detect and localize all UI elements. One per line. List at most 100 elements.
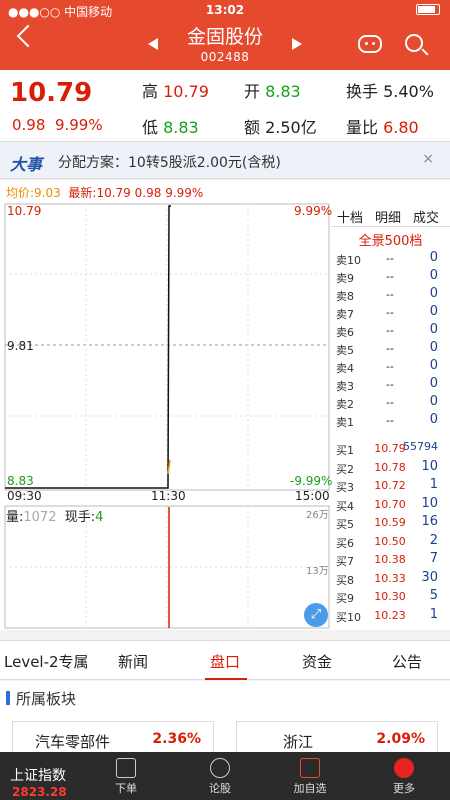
tab-notice[interactable]: 公告 xyxy=(392,653,423,671)
ask-row[interactable]: 卖4 -- 0 xyxy=(331,358,450,376)
bid-level: 买8 xyxy=(336,573,354,587)
section-bar xyxy=(6,691,10,705)
bid-level: 买7 xyxy=(336,555,354,568)
tab-funds[interactable]: 资金 xyxy=(302,653,333,671)
sector-card[interactable]: 浙江 2.09% xyxy=(236,721,438,757)
sector-name: 汽车零部件 xyxy=(35,733,111,751)
ask-price: -- xyxy=(386,324,394,337)
nav-add-watch[interactable]: 加自选 xyxy=(280,754,340,796)
ask-row[interactable]: 卖9 -- 0 xyxy=(331,268,450,286)
bid-level: 买2 xyxy=(336,462,354,476)
robot-icon[interactable] xyxy=(358,35,382,53)
ask-volume: 0 xyxy=(429,358,438,373)
bid-price: 10.30 xyxy=(374,590,406,603)
trade-amount: 额 2.50亿 xyxy=(244,118,317,137)
ask-level: 卖9 xyxy=(336,272,354,285)
tab-level2[interactable]: Level-2专属 xyxy=(4,653,89,671)
nav-forum[interactable]: 论股 xyxy=(190,754,250,796)
bid-row[interactable]: 买10 10.23 1 xyxy=(331,607,450,625)
ask-row[interactable]: 卖7 -- 0 xyxy=(331,304,450,322)
time-noon: 11:30 xyxy=(151,489,186,503)
bid-volume: 30 xyxy=(421,569,438,585)
bid-level: 买6 xyxy=(336,536,354,550)
bid-row[interactable]: 买4 10.70 10 xyxy=(331,496,450,514)
ask-price: -- xyxy=(386,342,394,355)
intraday-chart[interactable]: 10.79 9.99% 9.81 8.83 -9.99% 09:30 11:30… xyxy=(0,202,450,630)
ask-row[interactable]: 卖2 -- 0 xyxy=(331,394,450,412)
sector-card[interactable]: 汽车零部件 2.36% xyxy=(12,721,214,757)
order-icon xyxy=(116,758,136,778)
nav-more[interactable]: 更多 xyxy=(374,754,434,796)
avg-price: 9.03 xyxy=(34,186,61,200)
bid-row[interactable]: 买9 10.30 5 xyxy=(331,588,450,606)
nav-order[interactable]: 下单 xyxy=(96,754,156,796)
battery-icon xyxy=(416,3,440,17)
ask-level: 卖10 xyxy=(336,254,361,267)
sector-section: 所属板块 汽车零部件 2.36% 浙江 2.09% xyxy=(0,681,450,761)
price-info-line: 均价:9.03 最新:10.79 0.98 9.99% xyxy=(0,180,450,202)
volume-ratio: 量比 6.80 xyxy=(346,118,419,137)
ask-row[interactable]: 卖1 -- 0 xyxy=(331,412,450,430)
sector-pct: 2.36% xyxy=(152,731,201,747)
more-icon xyxy=(394,758,414,778)
price-line xyxy=(5,205,171,489)
ask-price: -- xyxy=(386,378,394,391)
chart-svg xyxy=(4,203,330,629)
tab-underline xyxy=(205,678,247,680)
bid-row[interactable]: 买7 10.38 7 xyxy=(331,551,450,569)
volume-label: 量:1072 现手:4 xyxy=(6,510,104,525)
bid-row[interactable]: 买6 10.50 2 xyxy=(331,533,450,551)
ask-level: 卖8 xyxy=(336,290,354,303)
ask-volume: 0 xyxy=(429,304,438,319)
index-label[interactable]: 上证指数 xyxy=(10,768,66,784)
ask-row[interactable]: 卖8 -- 0 xyxy=(331,286,450,304)
axis-mid: 9.81 xyxy=(7,339,34,353)
ask-row[interactable]: 卖10 -- 0 xyxy=(331,250,450,268)
bid-level: 买3 xyxy=(336,481,354,494)
clock: 13:02 xyxy=(205,3,245,17)
tab-handicap[interactable]: 盘口 xyxy=(210,653,241,671)
ask-price: -- xyxy=(386,414,394,427)
ask-volume: 0 xyxy=(429,376,438,391)
prev-stock-icon[interactable] xyxy=(148,38,158,50)
search-icon[interactable] xyxy=(405,34,423,52)
ask-row[interactable]: 卖5 -- 0 xyxy=(331,340,450,358)
bid-row[interactable]: 买3 10.72 1 xyxy=(331,477,450,495)
ask-price: -- xyxy=(386,396,394,409)
tab-ten-level[interactable]: 十档 xyxy=(337,211,364,226)
ask-level: 卖2 xyxy=(336,398,354,411)
ask-price: -- xyxy=(386,270,394,283)
book-title[interactable]: 全景500档 xyxy=(358,234,423,249)
ask-price: -- xyxy=(386,306,394,319)
ask-volume: 0 xyxy=(429,250,438,265)
bid-level: 买9 xyxy=(336,592,354,605)
ask-volume: 0 xyxy=(429,394,438,409)
time-open: 09:30 xyxy=(7,489,42,503)
event-text: 分配方案：10转5股派2.00元(含税) xyxy=(58,155,281,171)
bid-price: 10.50 xyxy=(374,534,406,548)
bid-row[interactable]: 买1 10.79 55794 xyxy=(331,440,450,458)
ask-row[interactable]: 卖3 -- 0 xyxy=(331,376,450,394)
bottom-nav: 上证指数 2823.28 下单 论股 加自选 更多 xyxy=(0,752,450,800)
close-icon[interactable]: × xyxy=(422,151,434,167)
axis-high: 10.79 xyxy=(7,204,42,218)
status-bar: ●●●○○ 中国移动 13:02 xyxy=(0,2,450,20)
event-bar[interactable]: 大事 分配方案：10转5股派2.00元(含税) × xyxy=(0,143,450,179)
ask-volume: 0 xyxy=(429,286,438,301)
tab-detail[interactable]: 明细 xyxy=(375,211,402,226)
plus-icon xyxy=(300,758,320,778)
bid-volume: 55794 xyxy=(403,440,438,453)
section-tabs: Level-2专属 新闻 盘口 资金 公告 xyxy=(0,640,450,680)
bid-row[interactable]: 买8 10.33 30 xyxy=(331,570,450,588)
tab-news[interactable]: 新闻 xyxy=(118,653,149,671)
next-stock-icon[interactable] xyxy=(292,38,302,50)
bid-level: 买4 xyxy=(336,499,354,513)
bid-volume: 10 xyxy=(421,495,438,511)
tab-deals[interactable]: 成交 xyxy=(413,211,440,226)
ask-price: -- xyxy=(386,252,394,265)
ask-level: 卖1 xyxy=(336,416,354,429)
bid-row[interactable]: 买2 10.78 10 xyxy=(331,459,450,477)
bid-row[interactable]: 买5 10.59 16 xyxy=(331,514,450,532)
expand-icon[interactable]: ⤢ xyxy=(304,603,328,627)
ask-row[interactable]: 卖6 -- 0 xyxy=(331,322,450,340)
